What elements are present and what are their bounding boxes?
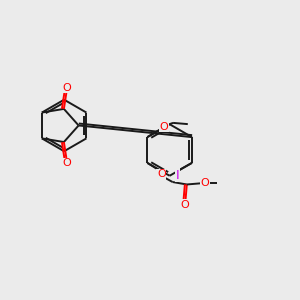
Text: O: O — [180, 200, 189, 210]
Text: I: I — [176, 169, 179, 182]
Text: O: O — [157, 169, 166, 179]
Text: O: O — [160, 122, 168, 132]
Text: O: O — [62, 158, 71, 168]
Text: O: O — [201, 178, 210, 188]
Text: O: O — [62, 82, 71, 93]
